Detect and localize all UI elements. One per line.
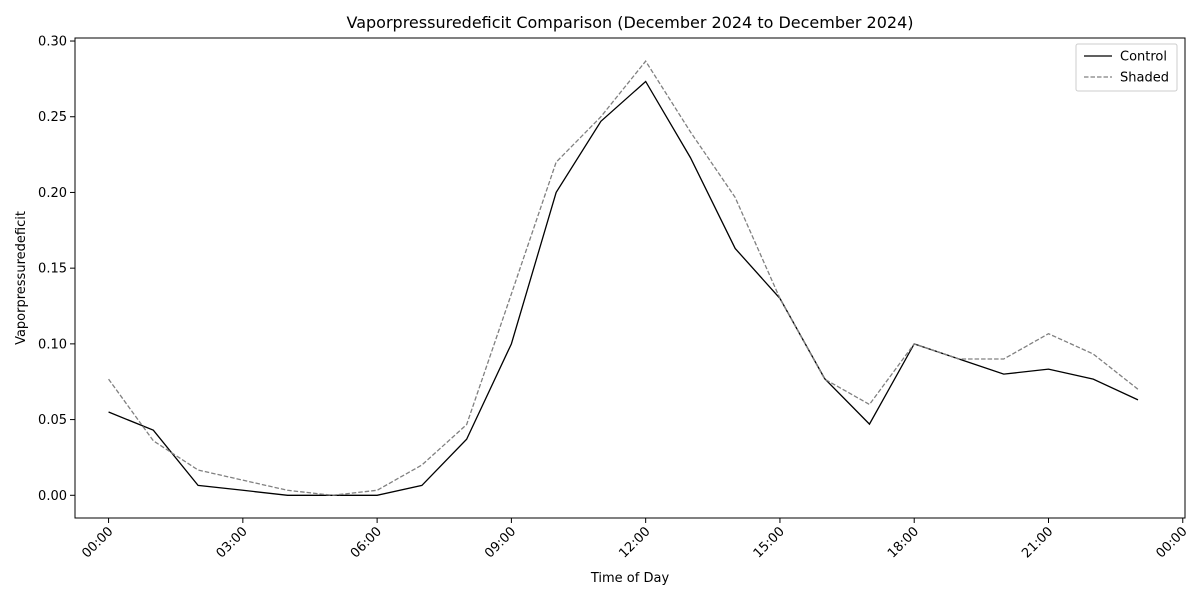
x-tick-label: 12:00 (616, 524, 653, 561)
x-tick-label: 21:00 (1019, 524, 1056, 561)
x-axis-label: Time of Day (590, 571, 670, 586)
y-tick-label: 0.25 (38, 110, 67, 125)
x-tick-label: 09:00 (482, 524, 519, 561)
series-line-shaded (108, 60, 1139, 496)
x-tick-label: 15:00 (751, 524, 788, 561)
y-axis-label: Vaporpressuredeficit (14, 211, 29, 345)
legend-label-control: Control (1120, 50, 1167, 65)
y-tick-label: 0.05 (38, 413, 67, 428)
series-lines (108, 60, 1139, 496)
x-tick-label: 00:00 (1153, 524, 1190, 561)
x-axis-ticks: 00:00 03:00 06:00 09:00 12:00 15:00 18:00 21:00… (79, 518, 1191, 561)
x-tick-label: 00:00 (79, 524, 116, 561)
plot-area (74, 37, 1186, 519)
chart-title: Vaporpressuredeficit Comparison (Decembe… (347, 13, 914, 32)
y-tick-label: 0.10 (38, 337, 67, 352)
series-line-control (108, 80, 1139, 496)
x-tick-label: 18:00 (885, 524, 922, 561)
legend-label-shaded: Shaded (1120, 71, 1169, 86)
y-tick-label: 0.15 (38, 262, 67, 277)
y-tick-label: 0.30 (38, 35, 67, 50)
y-axis-ticks: 0.00 0.05 0.10 0.15 0.20 0.25 0.30 (38, 35, 75, 504)
y-tick-label: 0.20 (38, 186, 67, 201)
legend: Control Shaded (1075, 43, 1178, 92)
x-tick-label: 03:00 (214, 524, 251, 561)
y-tick-label: 0.00 (38, 489, 67, 504)
x-tick-label: 06:00 (348, 524, 385, 561)
